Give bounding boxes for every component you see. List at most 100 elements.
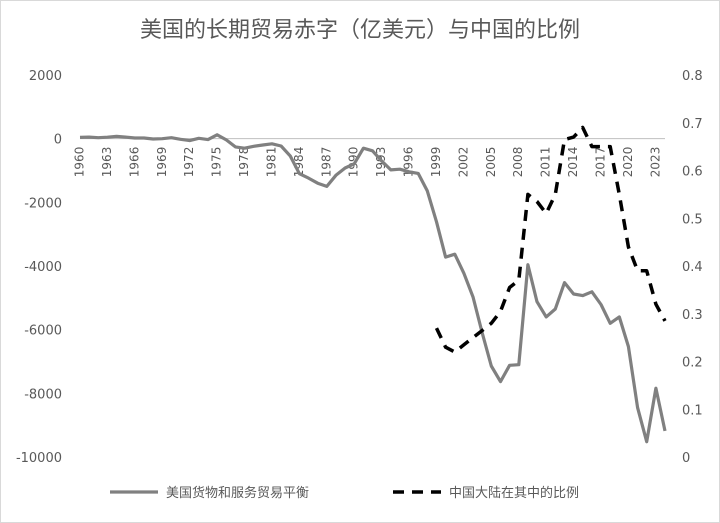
series-line — [79, 133, 667, 444]
y-left-tick-label: -2000 — [24, 196, 62, 211]
series-1 — [79, 133, 667, 444]
x-tick-label: 2017 — [594, 147, 608, 178]
data-point — [545, 213, 547, 215]
data-point — [554, 308, 556, 310]
y-left-tick-label: -6000 — [24, 324, 62, 339]
data-point — [618, 193, 620, 195]
data-point — [335, 174, 337, 176]
x-tick-label: 1984 — [292, 147, 306, 178]
data-point — [664, 430, 666, 432]
data-point — [536, 301, 538, 303]
x-tick-label: 2020 — [621, 147, 635, 178]
chart-title: 美国的长期贸易赤字（亿美元）与中国的比例 — [139, 18, 580, 43]
x-tick-label: 1981 — [264, 147, 278, 178]
data-point — [664, 320, 666, 322]
data-point — [289, 155, 291, 157]
data-point — [436, 327, 438, 329]
data-point — [308, 177, 310, 179]
x-tick-label: 2023 — [648, 147, 662, 178]
data-point — [426, 190, 428, 192]
data-point — [317, 182, 319, 184]
data-point — [637, 407, 639, 409]
data-point — [564, 139, 566, 141]
data-point — [481, 330, 483, 332]
data-point — [408, 171, 410, 173]
x-tick-label: 1987 — [319, 147, 333, 178]
data-point — [609, 322, 611, 324]
data-point — [143, 137, 145, 139]
data-point — [646, 441, 648, 443]
x-tick-label: 1960 — [73, 147, 87, 178]
data-point — [627, 246, 629, 248]
data-point — [244, 147, 246, 149]
data-point — [97, 137, 99, 139]
legend-label-trade-balance: 美国货物和服务贸易平衡 — [166, 485, 309, 501]
data-point — [454, 253, 456, 255]
data-point — [116, 135, 118, 137]
x-tick-label: 1972 — [182, 147, 196, 178]
data-point — [454, 351, 456, 353]
y-right-tick-label: 0.3 — [682, 308, 703, 323]
data-point — [500, 381, 502, 383]
y-right-tick-label: 0.7 — [682, 117, 703, 132]
data-point — [582, 295, 584, 297]
x-tick-label: 2008 — [511, 147, 525, 178]
data-point — [536, 201, 538, 203]
data-point — [637, 270, 639, 272]
data-point — [326, 185, 328, 187]
data-point — [591, 146, 593, 148]
data-point — [271, 143, 273, 145]
data-point — [234, 146, 236, 148]
data-point — [591, 291, 593, 293]
y-right-tick-label: 0.6 — [682, 165, 703, 180]
series-line — [434, 125, 667, 354]
y-left-tick-label: -10000 — [16, 451, 62, 466]
data-point — [545, 316, 547, 318]
data-point — [88, 136, 90, 138]
data-point — [161, 138, 163, 140]
data-point — [170, 137, 172, 139]
y-left-tick-label: -4000 — [24, 260, 62, 275]
data-point — [253, 145, 255, 147]
data-point — [134, 137, 136, 139]
data-point — [518, 279, 520, 281]
data-point — [627, 346, 629, 348]
data-point — [79, 136, 81, 138]
data-point — [618, 316, 620, 318]
data-point — [399, 168, 401, 170]
data-point — [152, 138, 154, 140]
x-tick-label: 1999 — [429, 147, 443, 178]
data-point — [362, 147, 364, 149]
data-point — [381, 160, 383, 162]
x-tick-label: 2002 — [456, 147, 470, 178]
data-point — [527, 193, 529, 195]
data-point — [463, 344, 465, 346]
data-point — [390, 169, 392, 171]
y-right-tick-label: 0.8 — [682, 69, 703, 84]
data-point — [436, 221, 438, 223]
data-point — [280, 145, 282, 147]
data-point — [582, 127, 584, 129]
data-point — [490, 365, 492, 367]
x-tick-label: 1963 — [100, 147, 114, 178]
x-tick-label: 1969 — [155, 147, 169, 178]
data-point — [573, 136, 575, 138]
data-point — [207, 139, 209, 141]
data-point — [445, 256, 447, 258]
data-point — [445, 346, 447, 348]
data-point — [198, 137, 200, 139]
data-point — [262, 144, 264, 146]
data-point — [180, 138, 182, 140]
data-point — [554, 193, 556, 195]
data-point — [372, 150, 374, 152]
data-point — [472, 296, 474, 298]
data-point — [225, 139, 227, 141]
y-left-tick-label: 0 — [54, 133, 62, 148]
data-point — [463, 272, 465, 274]
data-point — [216, 134, 218, 136]
data-point — [344, 167, 346, 169]
data-point — [106, 136, 108, 138]
x-tick-label: 2014 — [566, 147, 580, 178]
